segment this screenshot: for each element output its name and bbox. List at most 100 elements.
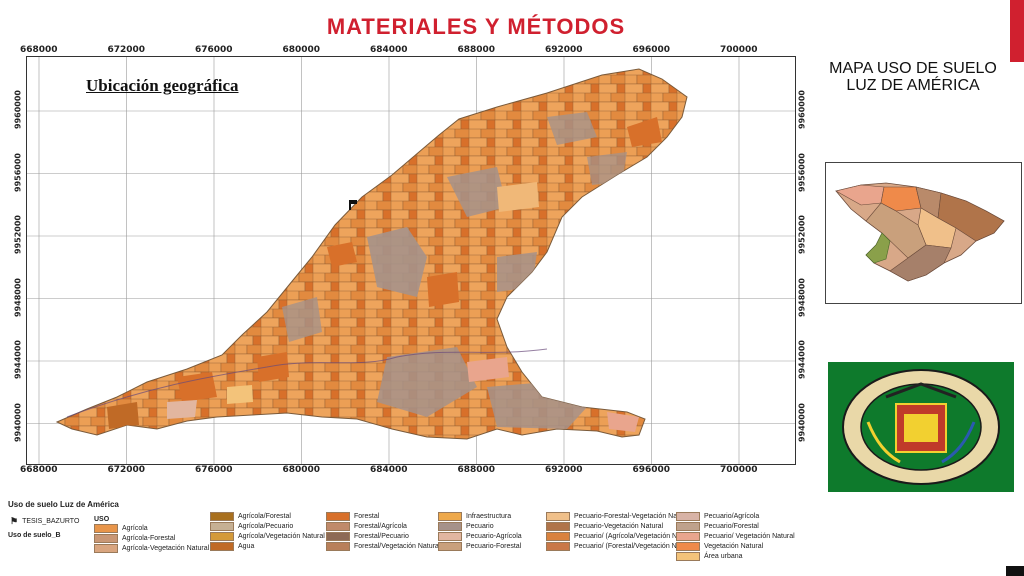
legend-item-label: Agrícola (122, 525, 148, 532)
legend-item-label: Agrícola/Vegetación Natural (238, 533, 325, 540)
legend-item: Pecuario (438, 522, 494, 531)
legend-item: Vegetación Natural (676, 542, 763, 551)
legend-swatch (676, 552, 700, 561)
inset-map-svg (835, 182, 1005, 282)
point-marker-icon: ⚑ (10, 516, 19, 526)
y-coordinate-label: 9944000 (13, 340, 23, 379)
y-coordinate-label: 9956000 (13, 152, 23, 192)
legend-item: Agrícola (94, 524, 148, 533)
legend-swatch (94, 524, 118, 533)
legend-item: Pecuario-Vegetación Natural (546, 522, 663, 531)
legend-item: Forestal (326, 512, 379, 521)
legend-item: Pecuario-Forestal (438, 542, 521, 551)
legend-swatch (326, 522, 350, 531)
legend-item-label: Agua (238, 543, 255, 550)
legend-item: Forestal/Pecuario (326, 532, 409, 541)
tesis-point-marker (349, 200, 357, 210)
map-title: MAPA USO DE SUELO LUZ DE AMÉRICA (800, 60, 1024, 94)
x-coordinate-label: 668000 (20, 45, 58, 55)
legend-item-label: Agrícola/Pecuario (238, 523, 294, 530)
legend-item-label: Forestal/Agrícola (354, 523, 407, 530)
legend-swatch (546, 522, 570, 531)
map-subtitle: Ubicación geográfica (86, 76, 239, 95)
x-coordinate-label: 692000 (545, 465, 583, 475)
x-coordinate-label: 688000 (457, 465, 496, 475)
map-legend: Uso de suelo Luz de América ⚑ TESIS_BAZU… (6, 500, 796, 576)
slide-corner-tab (1006, 566, 1024, 576)
legend-swatch (676, 512, 700, 521)
y-coordinate-label: 9960000 (13, 90, 23, 129)
y-coordinate-label: 9948000 (797, 277, 807, 317)
x-coordinate-label: 672000 (107, 45, 146, 55)
legend-item-label: Infraestructura (466, 513, 512, 520)
legend-item-label: Pecuario/ Vegetación Natural (704, 533, 795, 540)
legend-swatch (546, 532, 570, 541)
legend-item-label: Pecuario/ (Forestal/Vegetación Natural) (574, 543, 697, 550)
x-coordinate-label: 696000 (632, 45, 671, 55)
legend-polygon-layer: Uso de suelo_B (8, 532, 61, 539)
legend-item: Pecuario/ Vegetación Natural (676, 532, 795, 541)
legend-item-label: Pecuario/ (Agrícola/Vegetación Natural) (574, 533, 697, 540)
legend-item-label: Pecuario-Forestal-Vegetación Natural (574, 513, 691, 520)
land-use-map-svg (27, 57, 795, 464)
legend-item: Forestal/Agrícola (326, 522, 407, 531)
x-coordinate-label: 688000 (457, 45, 496, 55)
x-coordinate-label: 684000 (370, 465, 408, 475)
x-coordinate-label: 680000 (282, 45, 321, 55)
legend-point-layer: ⚑ TESIS_BAZURTO (10, 516, 79, 527)
legend-item-label: Agrícola/Forestal (238, 513, 291, 520)
legend-item: Agrícola/Pecuario (210, 522, 293, 531)
map-title-line1: MAPA USO DE SUELO (829, 60, 997, 77)
legend-swatch (676, 542, 700, 551)
legend-swatch (438, 532, 462, 541)
x-coordinate-label: 684000 (370, 45, 408, 55)
legend-item: Pecuario-Forestal-Vegetación Natural (546, 512, 691, 521)
y-coordinate-label: 9940000 (13, 402, 23, 442)
legend-item: Infraestructura (438, 512, 511, 521)
x-coordinate-label: 700000 (720, 45, 758, 55)
x-coordinate-label: 668000 (20, 465, 58, 475)
y-coordinate-label: 9948000 (13, 277, 23, 317)
legend-swatch (210, 512, 234, 521)
legend-item: Agua (210, 542, 254, 551)
seal-svg (828, 362, 1014, 492)
legend-swatch (94, 544, 118, 553)
legend-header: Uso de suelo Luz de América (8, 500, 119, 509)
legend-item-label: Pecuario (466, 523, 494, 530)
legend-swatch (438, 522, 462, 531)
map-title-line2: LUZ DE AMÉRICA (846, 77, 980, 94)
legend-swatch (326, 512, 350, 521)
legend-item: Pecuario-Agrícola (438, 532, 522, 541)
legend-item: Forestal/Vegetación Natural (326, 542, 440, 551)
legend-item: Agrícola/Forestal (210, 512, 291, 521)
legend-item: Pecuario/ (Forestal/Vegetación Natural) (546, 542, 697, 551)
legend-item-label: Pecuario-Vegetación Natural (574, 523, 664, 530)
legend-item-label: Pecuario/Agrícola (704, 513, 760, 520)
legend-swatch (438, 512, 462, 521)
x-coordinate-label: 680000 (282, 465, 321, 475)
y-coordinate-label: 9956000 (797, 152, 807, 192)
legend-item: Pecuario/Forestal (676, 522, 759, 531)
legend-swatch (676, 522, 700, 531)
legend-item: Pecuario/ (Agrícola/Vegetación Natural) (546, 532, 697, 541)
legend-item-label: Pecuario-Forestal (466, 543, 522, 550)
x-coordinate-label: 700000 (720, 465, 758, 475)
y-coordinate-label: 9960000 (797, 90, 807, 129)
legend-item: Agrícola-Forestal (94, 534, 175, 543)
legend-swatch (210, 522, 234, 531)
legend-field-name: USO (94, 516, 110, 523)
legend-item: Área urbana (676, 552, 743, 561)
legend-point-layer-label: TESIS_BAZURTO (22, 518, 80, 525)
inset-map (825, 162, 1022, 304)
accent-bar (1010, 0, 1024, 62)
legend-item-label: Agrícola-Vegetación Natural (122, 545, 210, 552)
x-coordinate-label: 692000 (545, 45, 583, 55)
main-map (26, 56, 796, 465)
x-coordinate-label: 676000 (195, 465, 233, 475)
legend-item-label: Forestal (354, 513, 380, 520)
legend-swatch (94, 534, 118, 543)
y-coordinate-label: 9952000 (13, 215, 23, 254)
legend-swatch (210, 532, 234, 541)
legend-item-label: Pecuario/Forestal (704, 523, 759, 530)
legend-item-label: Vegetación Natural (704, 543, 764, 550)
